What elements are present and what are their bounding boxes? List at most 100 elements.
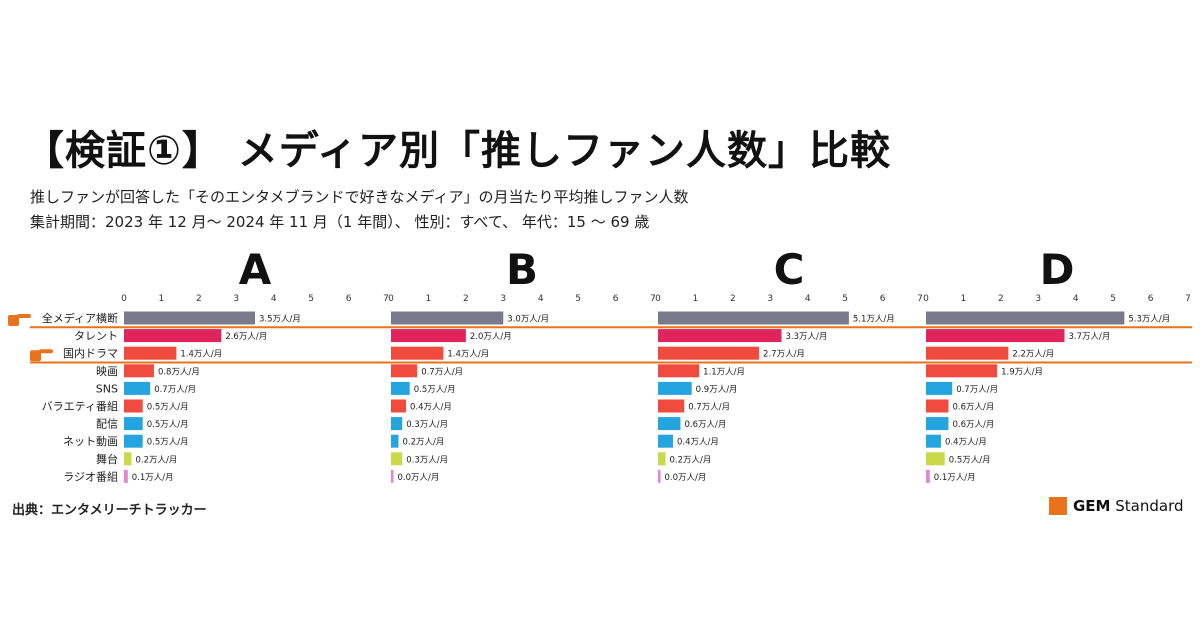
bar — [926, 434, 941, 448]
logo-text: Standard — [1115, 497, 1184, 515]
bar — [926, 311, 1125, 325]
bar — [926, 381, 953, 395]
collection-period: 集計期間：2023 年 12 月～ 2024 年 11 月（1 年間）、 性別：… — [30, 213, 650, 231]
data-label: 0.7万人/月 — [956, 385, 998, 395]
data-label: 0.4万人/月 — [410, 403, 452, 413]
data-label: 0.6万人/月 — [952, 403, 994, 413]
x-tick-label: 1 — [426, 294, 432, 304]
data-label: 1.1万人/月 — [703, 367, 745, 377]
data-label: 5.1万人/月 — [853, 315, 895, 325]
data-label: 0.3万人/月 — [406, 455, 448, 465]
data-label: 3.7万人/月 — [1068, 332, 1110, 342]
x-tick-label: 2 — [196, 294, 202, 304]
data-label: 0.2万人/月 — [402, 438, 444, 448]
bar — [124, 381, 151, 395]
data-label: 1.4万人/月 — [447, 350, 489, 360]
bar — [124, 311, 255, 325]
bar — [391, 346, 444, 360]
x-tick-label: 3 — [767, 294, 773, 304]
bar — [926, 329, 1065, 343]
bar — [658, 434, 673, 448]
x-tick-label: 5 — [842, 294, 848, 304]
x-tick-label: 2 — [463, 294, 469, 304]
gem-standard-logo: GEM Standard — [1049, 497, 1184, 515]
x-tick-label: 4 — [271, 294, 277, 304]
x-tick-label: 7 — [383, 294, 389, 304]
bar — [926, 364, 998, 378]
bar — [124, 434, 143, 448]
bar — [926, 452, 945, 466]
data-label: 0.7万人/月 — [421, 367, 463, 377]
x-tick-label: 5 — [308, 294, 314, 304]
x-tick-label: 4 — [1073, 294, 1079, 304]
panel-label-a: A — [239, 245, 272, 294]
bar — [658, 469, 661, 483]
bar — [926, 417, 949, 431]
bar — [391, 434, 399, 448]
category-label: SNS — [96, 382, 118, 395]
x-tick-label: 3 — [500, 294, 506, 304]
panel-label-b: B — [506, 245, 538, 294]
x-tick-label: 1 — [693, 294, 699, 304]
data-label: 1.4万人/月 — [180, 350, 222, 360]
x-tick-label: 7 — [1185, 294, 1191, 304]
data-label: 0.5万人/月 — [414, 385, 456, 395]
category-label: ネット動画 — [63, 434, 118, 448]
bar — [391, 364, 418, 378]
category-label: タレント — [74, 330, 118, 343]
x-tick-label: 6 — [346, 294, 352, 304]
bar — [391, 417, 403, 431]
data-label: 0.4万人/月 — [677, 438, 719, 448]
data-label: 0.5万人/月 — [147, 420, 189, 430]
chart-title: 【検証①】 メディア別「推しファン人数」比較 — [24, 128, 891, 174]
data-label: 2.7万人/月 — [763, 350, 805, 360]
chart-subtitle: 推しファンが回答した「そのエンタメブランドで好きなメディア」の月当たり平均推しフ… — [30, 188, 689, 206]
bar — [124, 329, 222, 343]
x-tick-label: 1 — [961, 294, 967, 304]
data-label: 5.3万人/月 — [1128, 315, 1170, 325]
bar — [658, 381, 692, 395]
bar — [391, 452, 403, 466]
x-tick-label: 2 — [998, 294, 1004, 304]
data-label: 0.5万人/月 — [147, 403, 189, 413]
data-label: 3.0万人/月 — [507, 315, 549, 325]
category-label: 全メディア横断 — [42, 311, 118, 325]
category-label: ラジオ番組 — [63, 470, 118, 483]
logo-square-icon — [1049, 497, 1067, 515]
x-tick-label: 0 — [388, 294, 394, 304]
data-label: 0.0万人/月 — [665, 473, 707, 483]
data-label: 3.5万人/月 — [259, 315, 301, 325]
category-label: 舞台 — [96, 452, 118, 466]
data-label: 2.2万人/月 — [1012, 350, 1054, 360]
bar — [124, 346, 177, 360]
pointing-hand-icon — [8, 314, 31, 326]
logo-brand: GEM — [1073, 497, 1111, 515]
data-label: 0.5万人/月 — [949, 455, 991, 465]
x-tick-label: 0 — [121, 294, 127, 304]
bar — [124, 399, 143, 413]
x-tick-label: 4 — [538, 294, 544, 304]
data-label: 2.0万人/月 — [470, 332, 512, 342]
x-tick-label: 6 — [880, 294, 886, 304]
bar — [658, 311, 849, 325]
data-label: 0.9万人/月 — [696, 385, 738, 395]
bar — [391, 329, 466, 343]
data-label: 0.0万人/月 — [398, 473, 440, 483]
data-label: 0.7万人/月 — [688, 403, 730, 413]
data-label: 0.7万人/月 — [154, 385, 196, 395]
bar — [391, 381, 410, 395]
data-label: 0.4万人/月 — [945, 438, 987, 448]
x-tick-label: 7 — [650, 294, 656, 304]
x-tick-label: 2 — [730, 294, 736, 304]
x-tick-label: 6 — [613, 294, 619, 304]
panel-label-d: D — [1040, 245, 1075, 294]
x-tick-label: 3 — [233, 294, 239, 304]
data-label: 1.9万人/月 — [1001, 367, 1043, 377]
x-tick-label: 6 — [1148, 294, 1154, 304]
data-label: 0.3万人/月 — [406, 420, 448, 430]
source-note: 出典：エンタメリーチトラッカー — [12, 503, 207, 518]
bar — [658, 364, 700, 378]
category-label: 配信 — [96, 418, 118, 431]
bar — [926, 346, 1009, 360]
